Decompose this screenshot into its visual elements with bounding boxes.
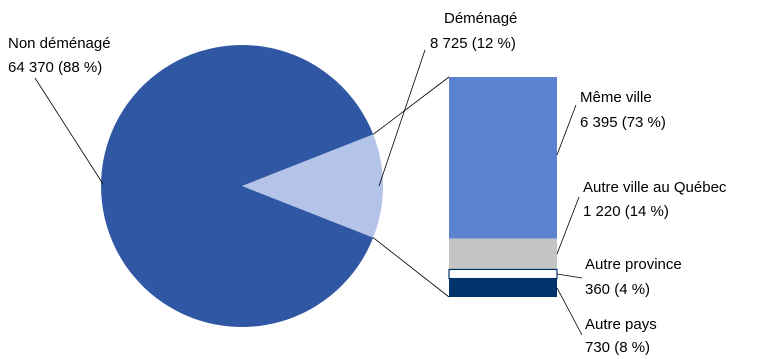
leader-meme-ville <box>556 104 577 156</box>
bar-label-autre-province-name: Autre province <box>585 256 682 273</box>
pie-label-demenage-value: 8 725 (12 %) <box>430 35 516 52</box>
bar-label-autre-pays-value: 730 (8 %) <box>585 339 650 356</box>
leader-demenage <box>378 49 426 187</box>
leader-autre-pays <box>556 287 583 336</box>
leader-autre-province <box>556 273 583 279</box>
bar-segment-autre-pays <box>449 278 557 297</box>
bar-segment-autre-ville-au-quebec <box>449 238 557 270</box>
pie-label-demenage-name: Déménagé <box>444 10 517 27</box>
bar-label-autre-ville-value: 1 220 (14 %) <box>583 203 669 220</box>
leader-non-demenage <box>34 77 104 185</box>
breakdown-bar <box>448 77 558 297</box>
bar-label-autre-ville-name: Autre ville au Québec <box>583 179 727 196</box>
pie-slice-non-demenage <box>101 44 374 327</box>
pie-label-non-demenage-value: 64 370 (88 %) <box>8 59 102 76</box>
bar-label-autre-province-value: 360 (4 %) <box>585 281 650 298</box>
pie-label-non-demenage-name: Non déménagé <box>8 35 111 52</box>
bar-segment-autre-province <box>448 268 558 280</box>
pie-slice-demenage <box>242 134 383 238</box>
bar-label-meme-ville-name: Même ville <box>580 89 652 106</box>
bar-label-autre-pays-name: Autre pays <box>585 316 657 333</box>
pie <box>101 44 383 327</box>
leader-autre-ville <box>556 196 580 255</box>
connectors <box>372 76 450 298</box>
connector-top <box>372 76 450 135</box>
bar-label-meme-ville-value: 6 395 (73 %) <box>580 114 666 131</box>
bar-segment-meme-ville <box>449 77 557 239</box>
connector-bottom <box>372 237 450 298</box>
leader-lines <box>34 49 583 336</box>
